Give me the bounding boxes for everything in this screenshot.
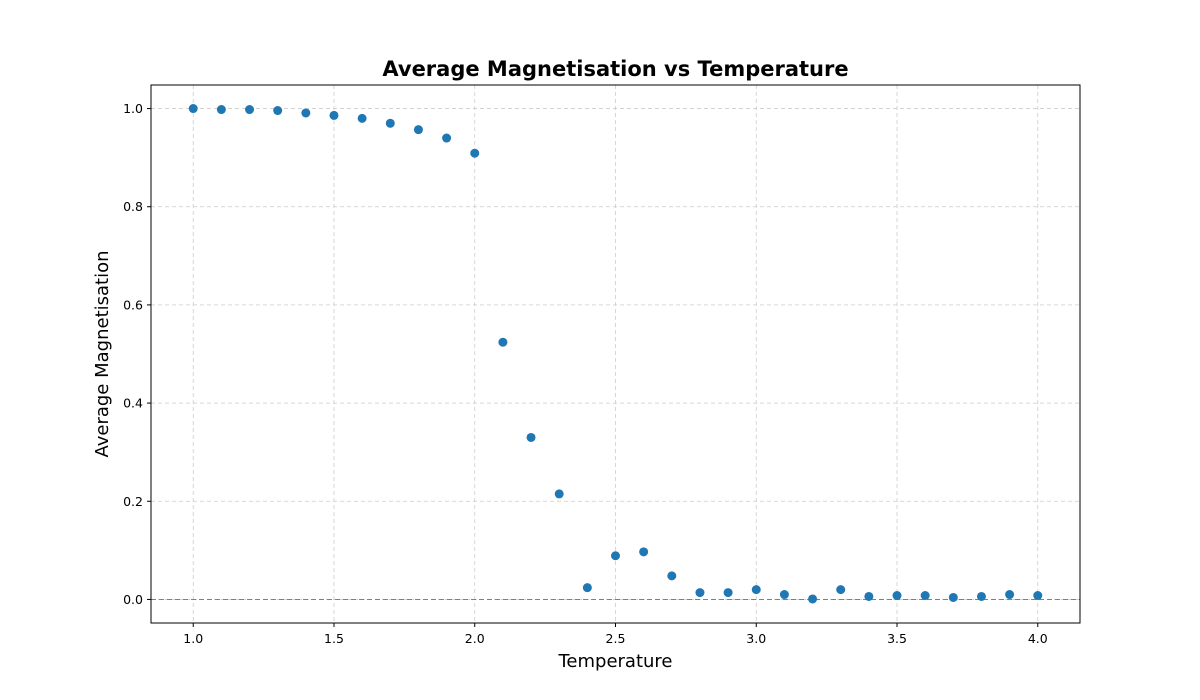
y-tick-label: 1.0 bbox=[123, 101, 143, 116]
x-tick-label: 4.0 bbox=[1028, 631, 1048, 646]
data-point bbox=[1005, 590, 1015, 600]
data-point bbox=[920, 591, 930, 601]
data-point bbox=[582, 583, 592, 593]
data-point bbox=[639, 547, 649, 557]
y-tick-label: 0.4 bbox=[123, 396, 143, 411]
x-tick-label: 3.5 bbox=[887, 631, 907, 646]
data-point bbox=[413, 125, 423, 135]
data-point bbox=[301, 108, 311, 118]
x-tick-label: 1.0 bbox=[183, 631, 203, 646]
y-tick-label: 0.8 bbox=[123, 199, 143, 214]
x-axis-ticks: 1.0 1.5 2.0 2.5 3.0 3.5 4.0 bbox=[183, 623, 1048, 646]
x-tick-label: 2.0 bbox=[465, 631, 485, 646]
data-point bbox=[892, 591, 902, 601]
data-point bbox=[864, 591, 874, 601]
data-point bbox=[779, 590, 789, 600]
data-point bbox=[948, 592, 958, 602]
data-point bbox=[723, 588, 733, 598]
y-tick-label: 0.0 bbox=[123, 592, 143, 607]
data-point bbox=[188, 104, 198, 114]
x-tick-label: 1.5 bbox=[324, 631, 344, 646]
data-point bbox=[695, 588, 705, 598]
data-points bbox=[188, 104, 1043, 604]
data-point bbox=[216, 105, 226, 115]
data-point bbox=[554, 489, 564, 499]
data-point bbox=[611, 551, 620, 561]
chart-title: Average Magnetisation vs Temperature bbox=[382, 57, 848, 81]
data-point bbox=[245, 105, 255, 115]
x-axis-label: Temperature bbox=[557, 651, 672, 672]
data-point bbox=[273, 106, 283, 116]
data-point bbox=[329, 110, 339, 120]
y-tick-label: 0.2 bbox=[123, 494, 143, 509]
data-point bbox=[976, 591, 986, 601]
y-tick-label: 0.6 bbox=[123, 297, 143, 312]
data-point bbox=[836, 585, 846, 595]
y-axis-label: Average Magnetisation bbox=[92, 250, 113, 457]
data-point bbox=[470, 148, 480, 158]
data-point bbox=[526, 432, 536, 442]
data-point bbox=[751, 585, 761, 595]
data-point bbox=[385, 118, 395, 128]
data-point bbox=[357, 113, 367, 123]
data-point bbox=[442, 133, 452, 143]
data-point bbox=[667, 571, 677, 581]
data-point bbox=[498, 337, 508, 347]
x-tick-label: 3.0 bbox=[746, 631, 766, 646]
x-tick-label: 2.5 bbox=[606, 631, 626, 646]
y-axis-ticks: 0.0 0.2 0.4 0.6 0.8 1.0 bbox=[123, 101, 151, 607]
data-point bbox=[1033, 591, 1043, 601]
data-point bbox=[808, 594, 818, 604]
